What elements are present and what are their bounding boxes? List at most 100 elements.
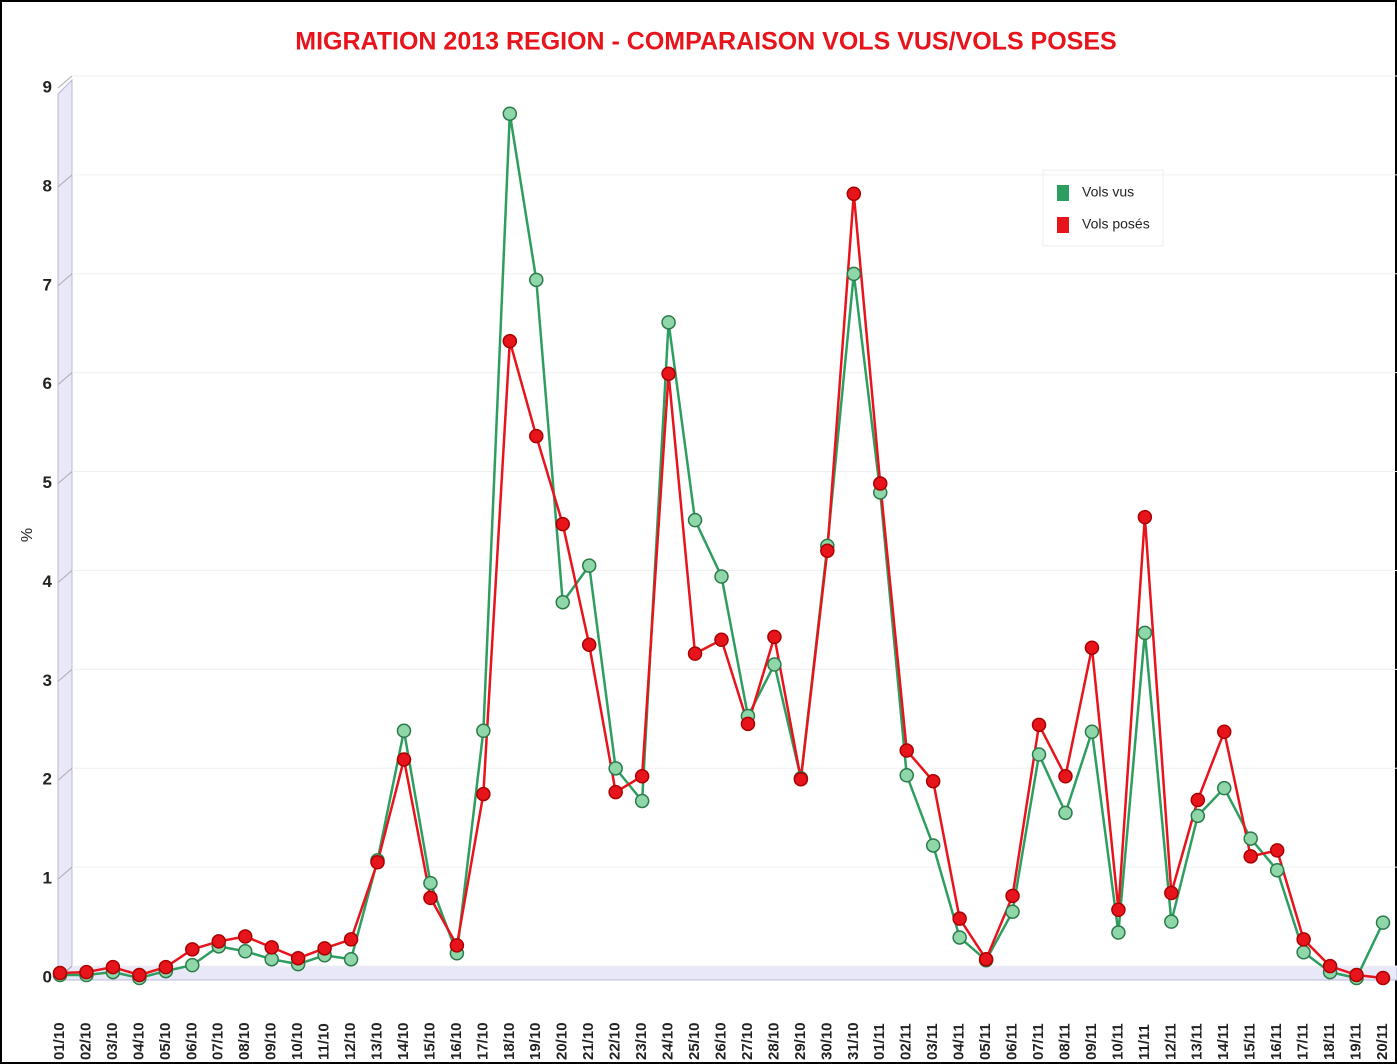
y-tick (57, 174, 73, 188)
x-tick-label: 05/11 (977, 1023, 994, 1060)
x-tick-label: 14/11 (1215, 1023, 1232, 1060)
point (476, 723, 491, 739)
y-tick (57, 75, 73, 89)
point (687, 512, 703, 528)
x-tick-label: 15/10 (421, 1022, 438, 1060)
y-tick (57, 866, 73, 880)
point (1269, 862, 1285, 878)
legend-label: Vols posés (1082, 216, 1150, 232)
point (529, 272, 544, 288)
x-tick-label: 06/11 (1004, 1023, 1021, 1060)
point (793, 771, 809, 787)
point (1322, 958, 1338, 974)
x-tick-label: 20/11 (1374, 1023, 1391, 1060)
y-tick-label: 3 (43, 671, 52, 690)
point (608, 761, 623, 776)
point (1375, 915, 1391, 930)
point (1058, 805, 1073, 821)
point (1137, 509, 1153, 525)
x-tick-label: 02/11 (898, 1023, 915, 1060)
x-tick-label: 07/10 (210, 1022, 227, 1060)
point (264, 940, 279, 955)
x-tick-label: 29/10 (792, 1022, 809, 1060)
point (423, 890, 438, 906)
x-tick-label: 12/10 (342, 1022, 359, 1060)
point (581, 558, 597, 573)
x-tick-label: 08/11 (1056, 1023, 1073, 1060)
point (185, 957, 200, 973)
point (767, 657, 782, 672)
x-tick-label: 27/10 (739, 1022, 756, 1060)
point (978, 951, 994, 967)
floor (56, 965, 1397, 981)
x-tick-label: 04/10 (130, 1022, 147, 1060)
point (264, 951, 279, 967)
chart-title: MIGRATION 2013 REGION - COMPARAISON VOLS… (295, 28, 1116, 56)
x-tick-label: 13/10 (368, 1022, 385, 1060)
point (1190, 792, 1206, 808)
point (343, 951, 359, 967)
point (1375, 970, 1391, 986)
x-tick-label: 09/11 (1083, 1023, 1100, 1060)
x-tick-label: 21/10 (580, 1022, 597, 1060)
point (581, 637, 597, 652)
x-tick-label: 31/10 (845, 1022, 862, 1060)
y-tick-label: 8 (43, 176, 52, 195)
point (899, 768, 914, 783)
point (237, 929, 253, 944)
point (740, 716, 756, 732)
point (105, 959, 121, 975)
point (634, 793, 650, 809)
point (423, 875, 438, 891)
y-tick-label: 9 (43, 77, 52, 96)
y-tick (57, 570, 73, 583)
x-tick-label: 11/11 (1136, 1024, 1153, 1060)
x-tick-label: 02/10 (77, 1022, 94, 1060)
point (237, 944, 253, 959)
point (132, 967, 147, 983)
y-tick-label: 2 (43, 770, 52, 789)
x-tick-label: 15/11 (1242, 1023, 1259, 1060)
point (608, 784, 623, 800)
legend (1042, 169, 1164, 247)
point (1084, 640, 1100, 655)
point (1137, 625, 1153, 641)
x-tick-label: 06/10 (183, 1022, 200, 1060)
y-axis-label: % (19, 528, 36, 542)
point (767, 629, 782, 645)
point (1058, 769, 1073, 784)
x-tick-label: 03/10 (104, 1022, 121, 1060)
point (396, 752, 412, 767)
y-tick (57, 273, 73, 287)
point (1084, 724, 1100, 740)
x-tick-label: 26/10 (712, 1022, 729, 1060)
point (873, 476, 888, 491)
wall (57, 78, 73, 982)
point (529, 428, 544, 444)
point (343, 932, 359, 947)
point (476, 786, 491, 802)
x-tick-label: 04/11 (951, 1023, 968, 1060)
x-tick-label: 01/10 (51, 1022, 68, 1060)
x-tick-label: 14/10 (395, 1022, 412, 1060)
x-tick-label: 10/10 (289, 1022, 306, 1060)
point (1243, 849, 1258, 864)
point (1216, 780, 1232, 796)
x-tick-label: 28/10 (765, 1022, 782, 1060)
x-tick-label: 16/10 (448, 1022, 465, 1060)
y-tick-label: 6 (43, 374, 52, 393)
x-tick-label: 17/11 (1295, 1023, 1312, 1060)
point (925, 838, 941, 853)
point (925, 773, 941, 789)
point (555, 516, 570, 532)
point (846, 266, 862, 282)
x-tick-label: 19/11 (1348, 1023, 1365, 1060)
point (952, 911, 967, 926)
point (634, 769, 650, 784)
point (52, 965, 68, 981)
point (502, 106, 518, 121)
x-tick-label: 17/10 (474, 1022, 491, 1060)
point (1190, 808, 1206, 824)
point (211, 934, 227, 949)
